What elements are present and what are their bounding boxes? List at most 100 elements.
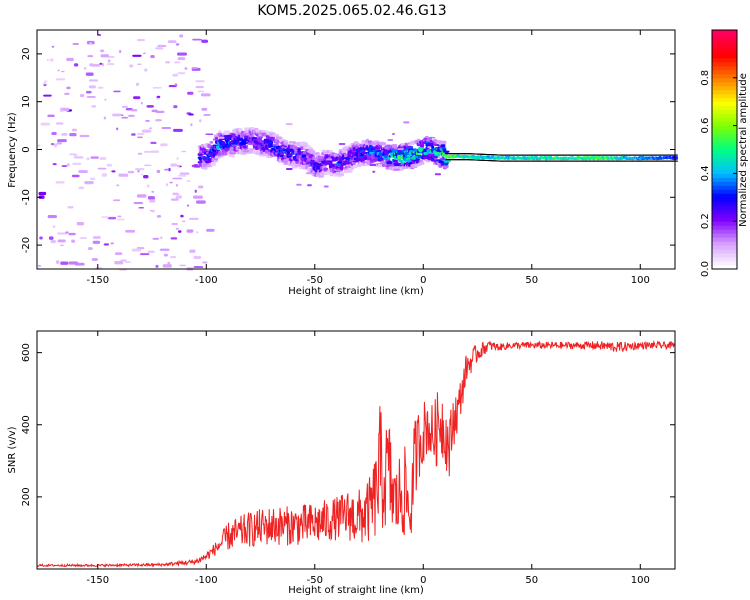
colorbar-cell — [712, 97, 737, 103]
spectrogram-cell — [131, 133, 136, 136]
spectrogram-cell — [217, 136, 225, 139]
spectrogram-cell — [131, 248, 142, 252]
spectrogram-cell — [68, 232, 76, 236]
spectrogram-cell — [197, 90, 205, 93]
spectrogram-cell — [200, 93, 211, 97]
spectrogram-cell — [295, 163, 299, 167]
colorbar-cell — [712, 137, 737, 143]
spectrogram-cell — [177, 230, 182, 233]
spectrogram-cell — [89, 177, 96, 180]
colorbar-ticks: 0.0 0.2 0.4 0.6 0.8 — [700, 70, 737, 277]
spectrogram-cell — [117, 215, 122, 218]
spectrogram-cell — [193, 266, 204, 268]
colorbar-cell — [712, 65, 737, 71]
spectrogram-cell — [136, 194, 147, 198]
spectrogram-cell — [88, 85, 96, 89]
spectrogram-cell — [149, 199, 156, 203]
spectrogram-cell — [149, 150, 160, 153]
spectrogram-cell — [156, 169, 161, 174]
spectrogram-cell — [47, 114, 55, 118]
spectrogram-cell — [50, 142, 55, 146]
spectrogram-cell — [57, 139, 67, 143]
spectrogram-cell — [133, 202, 144, 204]
spectrogram-cell — [55, 78, 66, 81]
colorbar-cell — [712, 33, 737, 39]
spectrogram-cell — [184, 67, 188, 70]
spectrogram-cell — [424, 135, 429, 138]
colorbar-frame — [711, 29, 738, 270]
colorbar-cell — [712, 157, 737, 162]
spectrogram-cell — [56, 142, 63, 145]
spectrogram-cell — [191, 67, 198, 69]
y-tick-label: -10 — [21, 189, 32, 205]
spectrogram-cell — [210, 161, 216, 166]
spectrogram-cell — [339, 172, 345, 177]
spectrogram-cell — [78, 186, 85, 190]
spectrogram-cell — [175, 195, 182, 199]
spectrogram-cell — [285, 123, 293, 126]
spectrogram-cell — [73, 63, 79, 67]
spectrogram-cell — [194, 189, 197, 193]
spectrogram-cell — [161, 127, 172, 129]
spectrogram-cell — [65, 231, 69, 234]
colorbar-tick-label: 0.8 — [700, 70, 711, 86]
spectrogram-cell — [192, 38, 202, 41]
spectrogram-cell — [175, 227, 180, 230]
chart-title: KOM5.2025.065.02.46.G13 — [257, 3, 446, 19]
spectrogram-cell — [177, 57, 186, 61]
spectrogram-cell — [147, 250, 155, 253]
spectrogram-cell — [165, 61, 171, 64]
spectrogram-cell — [111, 170, 116, 173]
x-tick-label: -100 — [195, 275, 218, 286]
spectrogram-cell — [179, 264, 187, 267]
colorbar-cell — [712, 201, 737, 206]
spectrogram-cell — [173, 61, 181, 64]
colorbar-cell — [712, 221, 737, 226]
spectrogram-cell — [168, 167, 171, 172]
colorbar-cell — [712, 161, 737, 166]
spectrogram-cell — [206, 228, 215, 232]
spectrogram-cell — [223, 130, 231, 135]
spectrogram-cell — [334, 153, 339, 157]
spectrogram-cell — [55, 122, 64, 125]
spectrogram-cell — [151, 109, 158, 113]
x-tick-label: 50 — [525, 275, 538, 286]
colorbar-cell — [712, 165, 737, 170]
spectrogram-cell — [242, 150, 250, 153]
y-tick-label: 400 — [21, 415, 32, 434]
spectrogram-cell — [49, 58, 54, 62]
spectrogram-cell — [420, 162, 425, 165]
spectrogram-cell — [173, 105, 178, 109]
spectrogram-cell — [297, 148, 301, 153]
spectrogram-cell — [144, 68, 148, 72]
spectrogram-cell — [191, 164, 195, 168]
spectrogram-cell — [281, 146, 285, 149]
spectrogram-cell — [675, 154, 678, 156]
colorbar-cell — [712, 265, 737, 270]
spectrogram-cell — [69, 153, 77, 156]
snr-frame — [36, 330, 676, 570]
spectrogram-cell — [86, 157, 90, 161]
spectrogram-cell — [243, 145, 247, 149]
colorbar-cell — [712, 57, 737, 63]
spectrogram-cell — [150, 141, 157, 145]
colorbar-cell — [712, 61, 737, 67]
spectrogram-cell — [132, 54, 142, 57]
y-tick-label: 200 — [21, 487, 32, 506]
spectrogram-cell — [203, 114, 211, 116]
spectrogram-cell — [91, 258, 98, 261]
spectrogram-cell — [112, 113, 122, 117]
colorbar-cell — [712, 197, 737, 202]
spectrogram-cell — [380, 160, 386, 165]
spectrogram-cell — [172, 193, 180, 195]
colorbar-cell — [712, 85, 737, 91]
spectrogram-cell — [420, 143, 425, 148]
spectrogram-cell — [156, 214, 162, 218]
spectrogram-cell — [85, 72, 94, 76]
spectrogram-cell — [167, 261, 171, 265]
snr-y-axis-label: SNR (v/v) — [7, 426, 18, 473]
colorbar-cell — [712, 121, 737, 127]
x-tick-label: -150 — [86, 275, 109, 286]
spectrogram-cell — [163, 253, 168, 257]
spectrogram-y-axis-label: Frequency (Hz) — [7, 112, 18, 188]
